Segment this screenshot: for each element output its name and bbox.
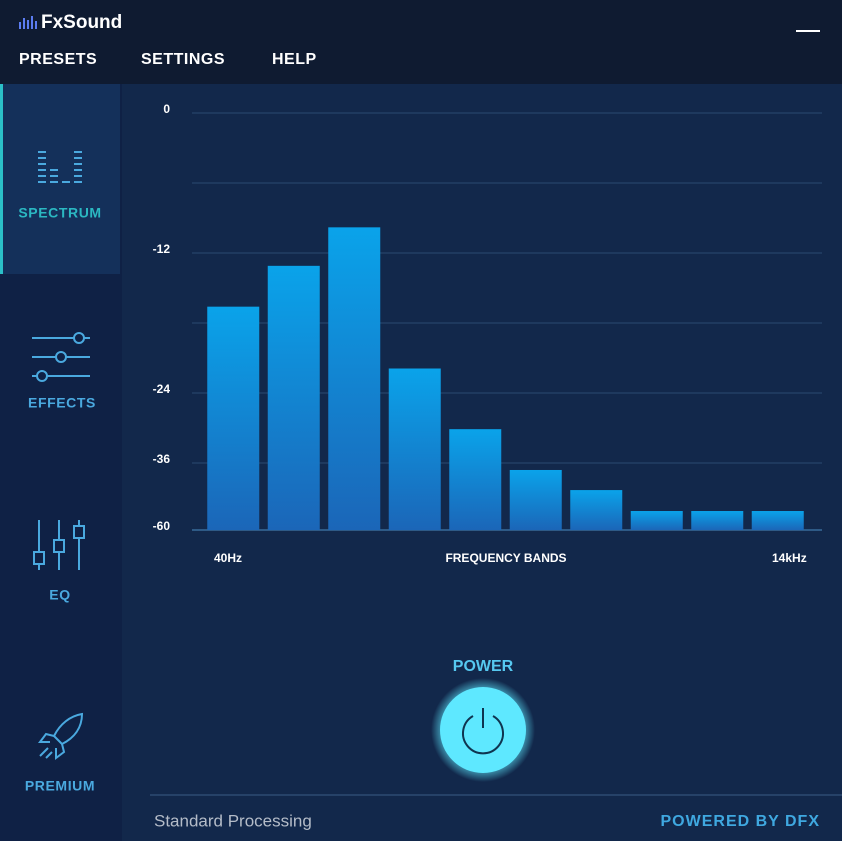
footer-brand: POWERED BY DFX [661, 813, 821, 830]
x-tick-label: 40Hz [214, 551, 242, 565]
bar [509, 469, 562, 530]
menu-item[interactable]: PRESETS [19, 51, 97, 68]
bar [267, 265, 320, 530]
x-tick-label: 14kHz [772, 551, 807, 565]
power-label: POWER [453, 658, 514, 675]
active-tab-indicator [0, 84, 3, 274]
y-tick-label: -60 [153, 519, 171, 533]
tab-eq[interactable]: EQ [49, 587, 70, 603]
tab-premium[interactable]: PREMIUM [25, 778, 95, 794]
app-title: FxSound [41, 12, 122, 33]
bar [691, 511, 744, 530]
active-tab-bg [0, 84, 120, 274]
power-icon [462, 715, 504, 755]
y-tick-label: 0 [163, 102, 170, 116]
power-button[interactable] [440, 687, 526, 773]
tab-spectrum[interactable]: SPECTRUM [18, 205, 101, 221]
effects-icon [32, 332, 90, 382]
bar [449, 429, 502, 530]
tab-effects[interactable]: EFFECTS [28, 395, 96, 411]
y-tick-label: -36 [153, 452, 171, 466]
bar [388, 368, 441, 530]
header [0, 0, 842, 84]
premium-icon [38, 712, 84, 760]
menu-item[interactable]: HELP [272, 51, 317, 68]
minimize-button[interactable] [796, 30, 820, 32]
status-text: Standard Processing [154, 811, 312, 830]
eq-icon [33, 520, 85, 570]
spectrum-icon [38, 151, 82, 183]
bar [751, 511, 804, 530]
bar [207, 306, 260, 530]
logo-icon [19, 16, 37, 29]
menu-item[interactable]: SETTINGS [141, 51, 225, 68]
bar [328, 227, 381, 531]
y-tick-label: -12 [153, 242, 171, 256]
bar [630, 511, 683, 530]
y-tick-label: -24 [153, 382, 171, 396]
x-axis-label: FREQUENCY BANDS [445, 551, 566, 565]
bar [570, 490, 623, 530]
